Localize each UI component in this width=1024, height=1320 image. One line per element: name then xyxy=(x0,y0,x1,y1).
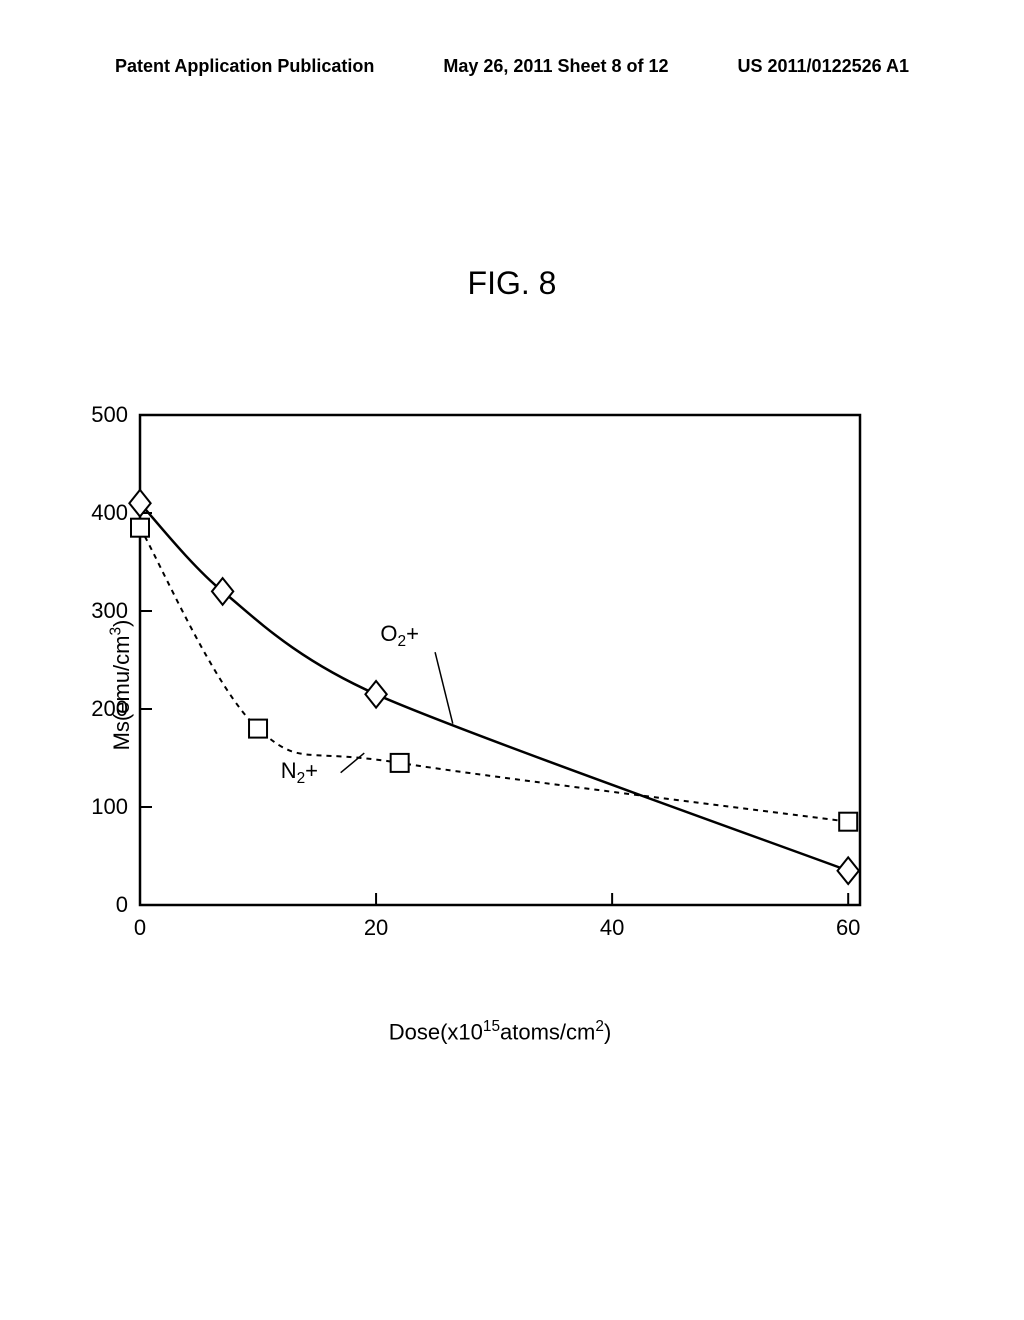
series-label-N2+: N2+ xyxy=(281,757,318,787)
series-marker-O2+ xyxy=(212,578,233,605)
header-left: Patent Application Publication xyxy=(115,56,374,77)
figure-title: FIG. 8 xyxy=(0,265,1024,302)
series-marker-O2+ xyxy=(838,857,859,884)
x-tick-label: 0 xyxy=(134,915,146,941)
y-tick-label: 500 xyxy=(91,402,128,428)
y-tick-label: 400 xyxy=(91,500,128,526)
y-tick-label: 200 xyxy=(91,696,128,722)
header-right: US 2011/0122526 A1 xyxy=(738,56,909,77)
x-tick-label: 40 xyxy=(600,915,624,941)
series-marker-N2+ xyxy=(391,754,409,772)
y-tick-label: 0 xyxy=(116,892,128,918)
series-leader-N2+ xyxy=(341,753,365,773)
x-axis-label: Dose(x1015atoms/cm2) xyxy=(140,1018,860,1045)
x-tick-label: 60 xyxy=(836,915,860,941)
publication-header: Patent Application Publication May 26, 2… xyxy=(0,56,1024,77)
plot-svg xyxy=(140,415,860,955)
series-line-O2+ xyxy=(140,503,848,871)
header-center: May 26, 2011 Sheet 8 of 12 xyxy=(443,56,668,77)
series-marker-O2+ xyxy=(365,681,386,708)
y-axis-label: Ms(emu/cm3) xyxy=(108,620,135,751)
x-tick-label: 20 xyxy=(364,915,388,941)
series-marker-N2+ xyxy=(131,519,149,537)
series-line-N2+ xyxy=(140,528,848,822)
y-tick-label: 100 xyxy=(91,794,128,820)
series-label-O2+: O2+ xyxy=(380,620,419,650)
chart: Ms(emu/cm3) Dose(x1015atoms/cm2) 0100200… xyxy=(140,415,860,955)
series-marker-N2+ xyxy=(249,720,267,738)
series-marker-N2+ xyxy=(839,813,857,831)
y-tick-label: 300 xyxy=(91,598,128,624)
series-leader-O2+ xyxy=(435,652,453,724)
